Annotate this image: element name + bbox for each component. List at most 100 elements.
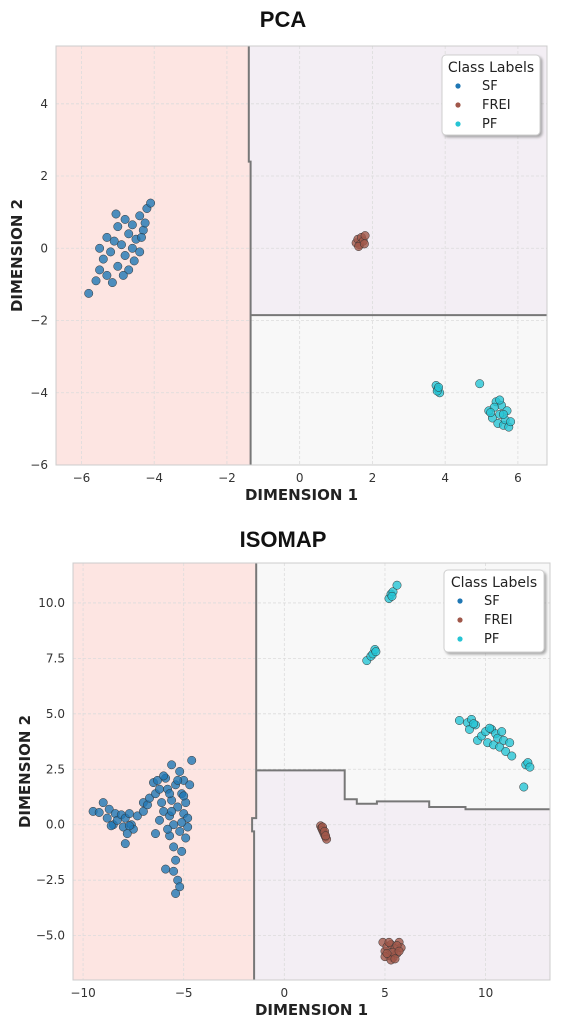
data-point-sf: [132, 811, 142, 821]
x-tick-label: −10: [70, 986, 95, 1000]
data-point-sf: [127, 243, 137, 253]
data-point-pf: [497, 727, 507, 737]
data-point-sf: [91, 276, 101, 286]
x-tick-label: 0: [281, 986, 289, 1000]
data-point-pf: [387, 591, 397, 601]
legend: Class Labels SF FREI PF: [441, 54, 541, 136]
legend-box: [441, 54, 541, 136]
legend-marker-pf: [455, 121, 461, 127]
data-point-sf: [107, 278, 117, 288]
data-point-sf: [138, 806, 148, 816]
data-point-sf: [135, 211, 145, 221]
y-tick-label: −4: [30, 386, 48, 400]
data-point-frei: [360, 231, 370, 241]
data-point-frei: [390, 954, 400, 964]
x-tick-label: 5: [381, 986, 389, 1000]
data-point-pf: [469, 719, 478, 729]
legend-label-frei: FREI: [482, 98, 511, 113]
data-point-sf: [185, 780, 195, 790]
data-point-sf: [175, 767, 185, 776]
decision-region-sf: [56, 46, 251, 465]
y-tick-label: −5.0: [36, 929, 65, 943]
data-point-sf: [183, 813, 193, 823]
x-tick-label: 2: [369, 471, 377, 485]
legend-label-frei: FREI: [484, 613, 513, 628]
x-axis-label: DIMENSION 1: [245, 486, 358, 504]
legend-marker-sf: [457, 598, 463, 604]
data-point-pf: [519, 782, 529, 792]
data-point-sf: [165, 789, 175, 799]
data-point-sf: [84, 288, 94, 298]
data-point-sf: [137, 232, 146, 242]
x-tick-label: −4: [145, 471, 163, 485]
data-point-sf: [124, 265, 134, 275]
data-point-sf: [117, 240, 126, 250]
data-point-sf: [95, 265, 105, 275]
data-point-frei: [394, 946, 404, 956]
data-point-pf: [507, 751, 517, 761]
data-point-sf: [183, 822, 193, 832]
data-point-sf: [177, 846, 187, 856]
decision-boundary: [256, 769, 550, 811]
y-tick-label: 7.5: [46, 651, 65, 665]
data-point-pf: [371, 647, 381, 657]
legend-marker-pf: [457, 636, 463, 642]
data-point-frei: [359, 239, 369, 249]
isomap-chart: −10 −5 0 5 10 −5.0 −2.5 0.0 2.5 5.0 7.5 10.0 DIMENSI…: [16, 562, 551, 1019]
data-point-sf: [171, 889, 181, 898]
data-point-sf: [124, 821, 134, 831]
legend-marker-frei: [455, 102, 461, 108]
x-tick-label: −2: [218, 471, 236, 485]
y-tick-label: 2.5: [46, 762, 65, 776]
data-point-sf: [155, 815, 164, 825]
y-tick-label: 5.0: [46, 707, 65, 721]
legend-box: [443, 569, 545, 653]
data-point-sf: [169, 820, 179, 830]
pca-chart: −6 −4 −2 0 2 4 6 −6 −4 −2 0 2 4 DIMENSION 1 DIMENSION …: [8, 45, 548, 504]
plot-frame: [72, 562, 551, 981]
data-point-sf: [118, 270, 128, 280]
data-point-sf: [111, 209, 121, 219]
x-tick-label: −5: [175, 986, 193, 1000]
x-tick-label: 6: [514, 471, 522, 485]
data-point-sf: [102, 232, 112, 242]
legend-label-sf: SF: [484, 594, 500, 609]
x-tick-label: 4: [441, 471, 449, 485]
data-point-sf: [173, 802, 183, 812]
x-tick-label: 0: [296, 471, 304, 485]
plot-frame: [55, 45, 548, 466]
data-point-pf: [434, 382, 444, 392]
y-tick-label: 0.0: [46, 818, 65, 832]
data-point-sf: [146, 198, 156, 208]
data-point-sf: [98, 254, 108, 264]
y-tick-label: 0: [40, 241, 48, 255]
data-point-pf: [506, 417, 516, 427]
data-point-sf: [106, 247, 116, 257]
legend-title: Class Labels: [451, 575, 537, 591]
data-point-frei: [382, 948, 392, 958]
decision-region-frei: [252, 770, 550, 980]
data-point-sf: [177, 818, 187, 827]
y-axis-label: DIMENSION 2: [16, 715, 34, 828]
data-point-sf: [175, 826, 185, 836]
legend-label-pf: PF: [484, 632, 499, 647]
y-tick-label: 4: [40, 97, 48, 111]
data-point-pf: [501, 747, 511, 756]
data-point-sf: [169, 842, 179, 852]
data-point-sf: [167, 760, 177, 770]
legend-marker-sf: [455, 83, 461, 89]
legend-marker-frei: [457, 617, 463, 623]
data-point-sf: [155, 784, 164, 794]
data-point-sf: [163, 824, 173, 834]
data-point-sf: [106, 821, 116, 831]
data-point-sf: [98, 798, 108, 808]
data-point-frei: [321, 831, 331, 841]
data-point-sf: [161, 864, 171, 874]
data-point-sf: [179, 791, 189, 801]
data-point-sf: [159, 771, 169, 781]
data-point-sf: [124, 229, 134, 239]
data-point-sf: [109, 236, 119, 246]
decision-region-sf: [73, 563, 257, 980]
data-point-sf: [95, 243, 105, 253]
